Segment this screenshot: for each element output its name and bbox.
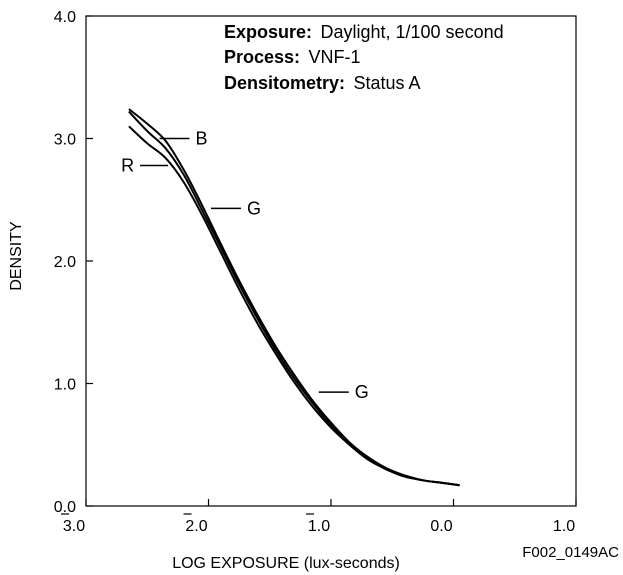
info-line-3: Densitometry: Status A <box>224 73 421 93</box>
info-line-1: Exposure: Daylight, 1/100 second <box>224 22 504 42</box>
curve-label-R: R <box>121 155 169 175</box>
info-line-1-key: Exposure: <box>224 22 312 42</box>
x-tick-label: 1.0 <box>308 518 330 535</box>
series-line-R <box>128 125 460 487</box>
y-axis-title: DENSITY <box>8 221 25 291</box>
x-axis-title: LOG EXPOSURE (lux-seconds) <box>172 555 400 572</box>
info-line-1-value: Daylight, 1/100 second <box>320 22 503 42</box>
info-line-3-key: Densitometry: <box>224 73 345 93</box>
x-axis: 3.0 2.0 1.0 0.0 1.0 <box>61 499 577 535</box>
x-tick-label: 0.0 <box>430 518 452 535</box>
info-box: Exposure: Daylight, 1/100 second Process… <box>224 22 504 93</box>
y-tick-label: 0.0 <box>54 499 76 516</box>
curve-label-text: B <box>196 129 208 149</box>
y-tick-label: 1.0 <box>54 377 76 394</box>
figure-id: F002_0149AC <box>522 544 619 561</box>
y-tick-label: 4.0 <box>54 9 76 26</box>
curve-label-G: G <box>210 198 261 218</box>
info-line-2-key: Process: <box>224 47 300 67</box>
x-tick-label: 1.0 <box>553 518 575 535</box>
series-line-G <box>128 110 460 487</box>
curve-label-text: G <box>355 382 369 402</box>
x-tick-label: 3.0 <box>63 518 85 535</box>
y-axis: 0.0 1.0 2.0 3.0 4.0 <box>54 9 93 516</box>
info-line-3-value: Status A <box>353 73 420 93</box>
curve-label-text: G <box>247 198 261 218</box>
info-line-2: Process: VNF-1 <box>224 47 361 67</box>
curve-label-text: R <box>121 155 134 175</box>
y-tick-label: 3.0 <box>54 132 76 149</box>
curve-label-B: B <box>159 129 208 149</box>
annotation-layer: B R G G <box>121 129 369 403</box>
y-tick-label: 2.0 <box>54 254 76 271</box>
info-line-2-value: VNF-1 <box>309 47 361 67</box>
series-layer <box>128 108 460 487</box>
x-tick-label: 2.0 <box>185 518 207 535</box>
curve-label-G: G <box>318 382 369 402</box>
